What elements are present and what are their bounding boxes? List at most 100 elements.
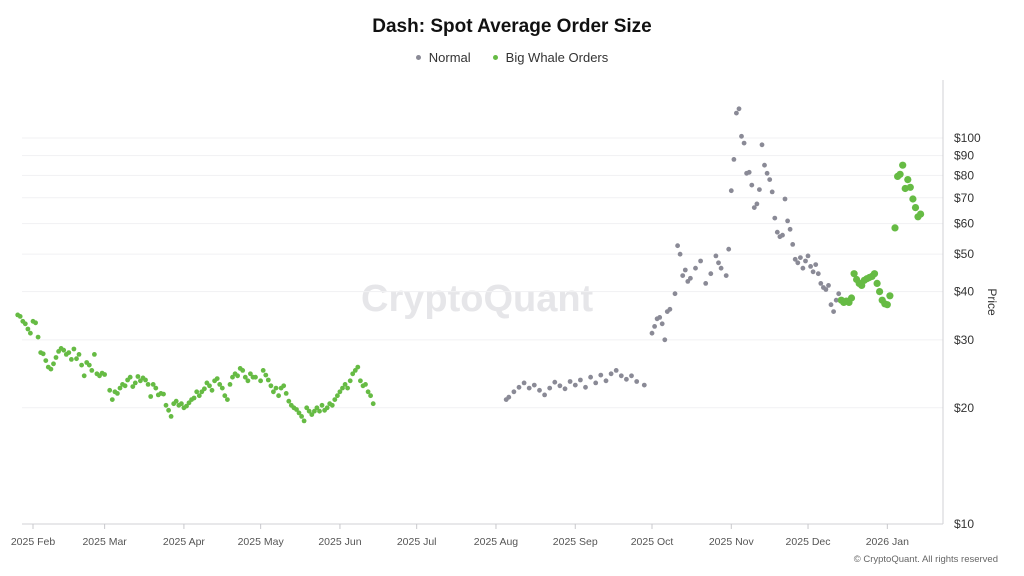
data-point-normal <box>716 260 721 266</box>
data-point-big-whale <box>207 383 212 389</box>
y-tick-label: $10 <box>954 517 974 531</box>
data-point-normal <box>613 368 619 373</box>
data-point-normal <box>757 187 762 193</box>
data-point-big-whale <box>904 176 912 184</box>
data-point-normal <box>618 373 624 379</box>
data-point-big-whale <box>150 382 156 387</box>
data-point-normal <box>805 253 811 259</box>
data-point-normal <box>754 201 760 207</box>
data-point-big-whale <box>179 401 184 407</box>
data-point-big-whale <box>17 314 23 319</box>
data-point-big-whale <box>66 350 72 355</box>
data-point-big-whale <box>132 380 138 386</box>
data-point-big-whale <box>153 385 159 391</box>
data-point-big-whale <box>222 393 228 399</box>
data-point-big-whale <box>40 351 46 357</box>
data-point-big-whale <box>184 403 189 409</box>
data-point-normal <box>785 218 790 224</box>
data-point-normal <box>572 382 578 388</box>
data-point-big-whale <box>61 347 67 353</box>
data-point-normal <box>782 196 788 202</box>
data-point-big-whale <box>225 397 230 402</box>
data-point-big-whale <box>350 371 356 377</box>
data-point-big-whale <box>43 358 49 363</box>
data-point-big-whale <box>107 387 113 393</box>
data-point-normal <box>567 379 573 384</box>
data-point-big-whale <box>230 374 235 380</box>
legend-item-big-whale-orders[interactable]: Big Whale Orders <box>492 50 608 65</box>
data-point-normal <box>823 287 829 292</box>
data-point-normal <box>547 385 553 391</box>
copyright-credit: © CryptoQuant. All rights reserved <box>853 554 998 565</box>
data-point-normal <box>698 258 703 264</box>
data-point-normal <box>511 389 517 395</box>
x-tick-label: 2025 Sep <box>553 536 598 548</box>
data-point-big-whale <box>345 385 350 391</box>
data-point-normal <box>792 256 798 262</box>
y-axis-label: Price <box>985 288 999 316</box>
data-point-normal <box>728 188 734 194</box>
x-tick-label: 2025 Mar <box>82 536 127 548</box>
data-point-big-whale <box>850 270 858 278</box>
data-point-normal <box>813 262 819 267</box>
data-point-big-whale <box>363 382 368 387</box>
data-point-big-whale <box>135 374 141 379</box>
data-point-big-whale <box>166 407 172 413</box>
data-point-big-whale <box>335 393 340 399</box>
data-point-big-whale <box>235 373 241 379</box>
data-point-big-whale <box>163 402 169 408</box>
data-point-normal <box>526 385 532 391</box>
data-point-big-whale <box>337 389 343 395</box>
data-point-big-whale <box>209 387 215 393</box>
data-point-big-whale <box>242 374 248 380</box>
data-point-normal <box>764 170 770 176</box>
data-point-big-whale <box>117 385 123 391</box>
data-point-normal <box>562 386 568 392</box>
data-point-big-whale <box>258 378 263 384</box>
data-point-big-whale <box>296 410 302 416</box>
data-point-big-whale <box>115 391 120 396</box>
data-point-big-whale <box>294 407 299 412</box>
legend-item-normal[interactable]: Normal <box>415 50 471 65</box>
data-point-normal <box>795 260 801 266</box>
data-point-normal <box>680 273 686 278</box>
data-point-normal <box>667 306 673 312</box>
data-point-big-whale <box>122 383 128 389</box>
data-point-big-whale <box>886 292 894 300</box>
data-point-normal <box>803 258 808 264</box>
data-point-normal <box>662 337 668 343</box>
data-point-big-whale <box>260 368 266 373</box>
data-point-normal <box>810 269 816 275</box>
data-point-big-whale <box>51 361 56 367</box>
legend-marker-normal <box>415 55 421 60</box>
data-point-big-whale <box>145 382 151 387</box>
data-point-big-whale <box>194 389 200 395</box>
data-point-big-whale <box>304 405 310 411</box>
data-point-normal <box>746 169 752 175</box>
chart-title: Dash: Spot Average Order Size <box>372 16 652 37</box>
data-point-big-whale <box>317 408 322 414</box>
data-point-normal <box>726 246 732 252</box>
watermark-logo: CryptoQuant <box>361 278 594 320</box>
data-point-big-whale <box>191 395 197 401</box>
data-point-normal <box>557 383 563 389</box>
data-point-normal <box>552 379 558 385</box>
data-point-normal <box>800 265 806 271</box>
data-point-big-whale <box>891 224 899 232</box>
x-tick-label: 2025 Oct <box>631 536 674 548</box>
data-point-big-whale <box>109 397 115 402</box>
data-point-big-whale <box>358 378 363 384</box>
data-point-big-whale <box>217 382 223 387</box>
data-point-normal <box>531 382 537 388</box>
data-point-big-whale <box>319 402 325 408</box>
data-point-normal <box>652 324 657 329</box>
data-point-normal <box>836 291 842 297</box>
data-point-big-whale <box>102 372 107 377</box>
data-point-big-whale <box>173 398 179 404</box>
data-point-normal <box>598 372 604 378</box>
data-point-big-whale <box>74 356 79 362</box>
data-point-big-whale <box>227 382 233 387</box>
data-point-big-whale <box>33 320 38 326</box>
data-point-big-whale <box>306 408 312 414</box>
